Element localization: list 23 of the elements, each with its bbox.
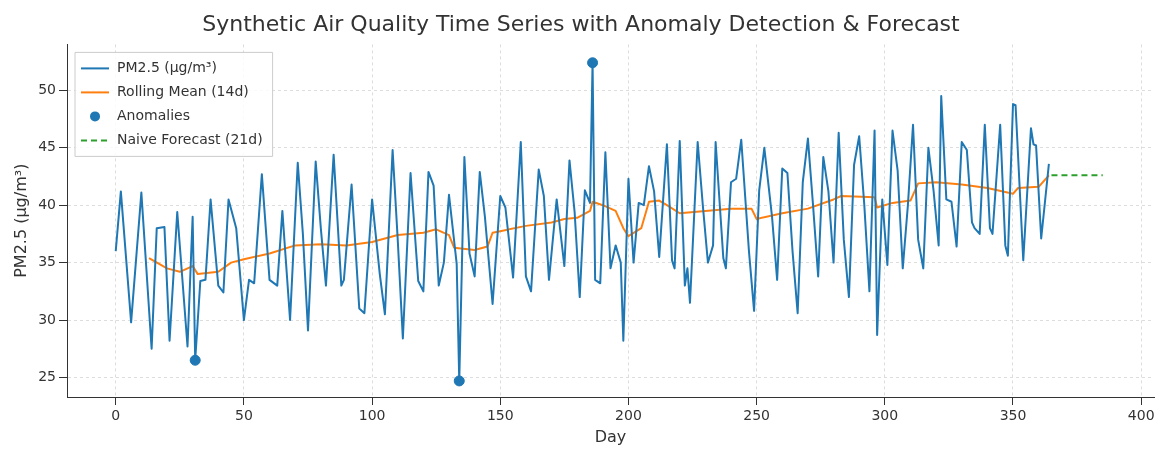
x-tick-label: 100 [358, 407, 386, 424]
y-tick-label: 35 [38, 253, 57, 270]
point [189, 354, 201, 366]
x-tick-label: 150 [486, 407, 514, 424]
chart-title: Synthetic Air Quality Time Series with Anomaly Detection & Forecast [202, 10, 961, 36]
x-tick-label: 200 [615, 407, 642, 424]
legend-label: Rolling Mean (14d) [117, 83, 249, 100]
legend-label: Naive Forecast (21d) [117, 131, 263, 148]
legend-label: PM2.5 (µg/m³) [117, 59, 217, 76]
x-tick-label: 400 [1127, 407, 1155, 424]
y-tick-label: 30 [38, 310, 57, 327]
x-tick-label: 350 [999, 407, 1027, 424]
legend-label: Anomalies [117, 107, 190, 124]
x-tick-label: 0 [111, 407, 121, 424]
x-tick-label: 250 [743, 407, 770, 424]
x-axis-title: Day [594, 426, 627, 446]
x-tick-label: 50 [234, 407, 253, 424]
y-axis-title: PM2.5 (µg/m³) [10, 163, 30, 278]
y-tick-label: 40 [38, 195, 57, 212]
y-tick-label: 50 [38, 80, 57, 97]
x-tick-label: 300 [871, 407, 899, 424]
y-tick-label: 45 [38, 138, 57, 155]
y-tick-label: 25 [38, 368, 57, 385]
